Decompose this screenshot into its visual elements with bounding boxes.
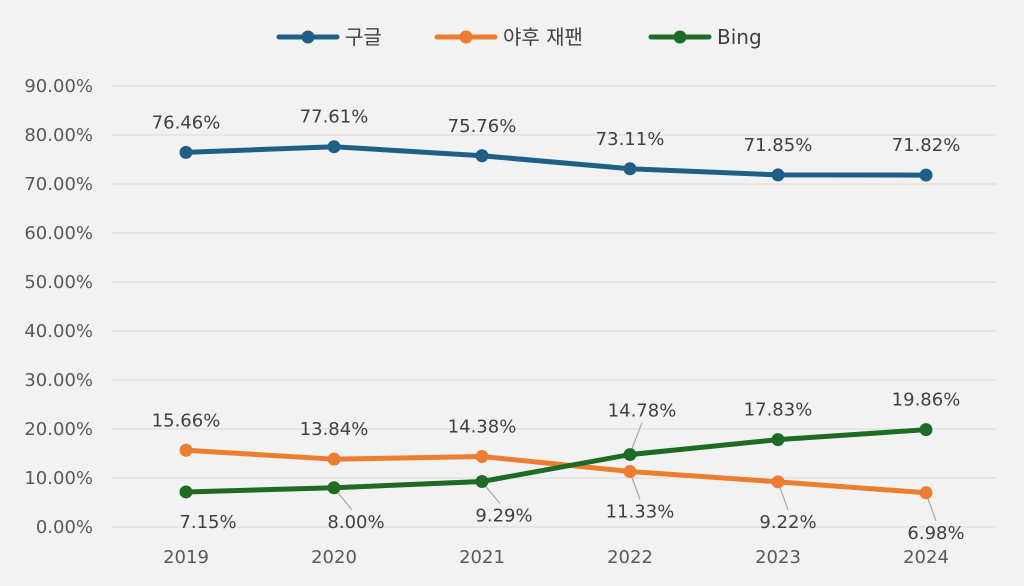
data-label: 76.46% bbox=[152, 112, 221, 133]
data-label: 14.38% bbox=[448, 417, 517, 438]
data-label: 14.78% bbox=[608, 401, 677, 422]
data-point bbox=[327, 481, 341, 495]
leader-line bbox=[779, 487, 789, 511]
data-point bbox=[327, 140, 341, 154]
data-label: 9.22% bbox=[759, 512, 816, 533]
y-tick-label: 20.00% bbox=[24, 419, 93, 440]
data-label: 71.82% bbox=[892, 135, 961, 156]
y-tick-label: 70.00% bbox=[24, 174, 93, 195]
legend-entry: Bing bbox=[648, 25, 762, 49]
x-tick-label: 2024 bbox=[903, 547, 949, 568]
x-tick-label: 2020 bbox=[311, 547, 357, 568]
x-axis-tick-labels: 2019 2020 2021 2022 2023 2024 bbox=[163, 547, 949, 568]
data-label: 8.00% bbox=[327, 512, 384, 533]
leader-line bbox=[631, 477, 641, 500]
series-line bbox=[183, 427, 929, 495]
legend-label: 구글 bbox=[345, 25, 382, 49]
legend-marker bbox=[459, 30, 473, 44]
y-tick-label: 30.00% bbox=[24, 370, 93, 391]
x-tick-label: 2022 bbox=[607, 547, 653, 568]
data-points bbox=[179, 140, 933, 500]
data-label: 71.85% bbox=[744, 135, 813, 156]
data-point bbox=[475, 474, 489, 488]
y-tick-label: 10.00% bbox=[24, 468, 93, 489]
leader-line bbox=[927, 498, 937, 522]
data-point bbox=[179, 145, 193, 159]
data-label: 73.11% bbox=[596, 129, 665, 150]
data-label: 11.33% bbox=[606, 501, 675, 522]
data-point bbox=[771, 433, 785, 447]
y-tick-label: 90.00% bbox=[24, 76, 93, 97]
data-label: 6.98% bbox=[907, 523, 964, 544]
legend-entry: 야후 재팬 bbox=[434, 25, 583, 49]
leader-line bbox=[484, 485, 501, 504]
legend-entry: 구글 bbox=[276, 25, 382, 49]
series-line bbox=[183, 144, 929, 178]
legend-marker bbox=[301, 30, 315, 44]
data-label: 19.86% bbox=[892, 390, 961, 411]
series-line bbox=[183, 447, 929, 496]
x-tick-label: 2019 bbox=[163, 547, 209, 568]
data-point bbox=[919, 423, 933, 437]
series-lines bbox=[183, 144, 929, 496]
data-label: 7.15% bbox=[179, 512, 236, 533]
y-tick-label: 40.00% bbox=[24, 321, 93, 342]
data-point bbox=[771, 475, 785, 489]
leader-line bbox=[336, 491, 353, 511]
data-point bbox=[475, 149, 489, 163]
x-tick-label: 2021 bbox=[459, 547, 505, 568]
data-point bbox=[179, 485, 193, 499]
leader-line bbox=[631, 422, 643, 449]
data-labels: 76.46% 77.61% 75.76% 73.11% 71.85% 71.82% 15.6… bbox=[152, 107, 965, 544]
y-tick-label: 0.00% bbox=[36, 517, 93, 538]
legend-label: 야후 재팬 bbox=[503, 25, 583, 49]
data-label: 15.66% bbox=[152, 410, 221, 431]
y-tick-label: 60.00% bbox=[24, 223, 93, 244]
leader-lines bbox=[336, 422, 937, 522]
y-tick-label: 50.00% bbox=[24, 272, 93, 293]
data-label: 75.76% bbox=[448, 116, 517, 137]
legend: 구글 야후 재팬 Bing bbox=[276, 25, 762, 49]
data-point bbox=[623, 448, 637, 462]
data-point bbox=[771, 168, 785, 182]
x-tick-label: 2023 bbox=[755, 547, 801, 568]
gridlines bbox=[112, 85, 996, 528]
legend-marker bbox=[673, 30, 687, 44]
data-point bbox=[327, 452, 341, 466]
data-point bbox=[623, 464, 637, 478]
data-point bbox=[179, 443, 193, 457]
y-axis-tick-labels: 0.00% 10.00% 20.00% 30.00% 40.00% 50.00% 60.00… bbox=[24, 76, 93, 538]
data-point bbox=[919, 168, 933, 182]
data-label: 13.84% bbox=[300, 419, 369, 440]
data-point bbox=[475, 450, 489, 464]
y-tick-label: 80.00% bbox=[24, 125, 93, 146]
data-point bbox=[919, 486, 933, 500]
data-point bbox=[623, 162, 637, 176]
data-label: 9.29% bbox=[475, 505, 532, 526]
data-label: 17.83% bbox=[744, 400, 813, 421]
data-label: 77.61% bbox=[300, 107, 369, 128]
legend-label: Bing bbox=[717, 25, 762, 49]
